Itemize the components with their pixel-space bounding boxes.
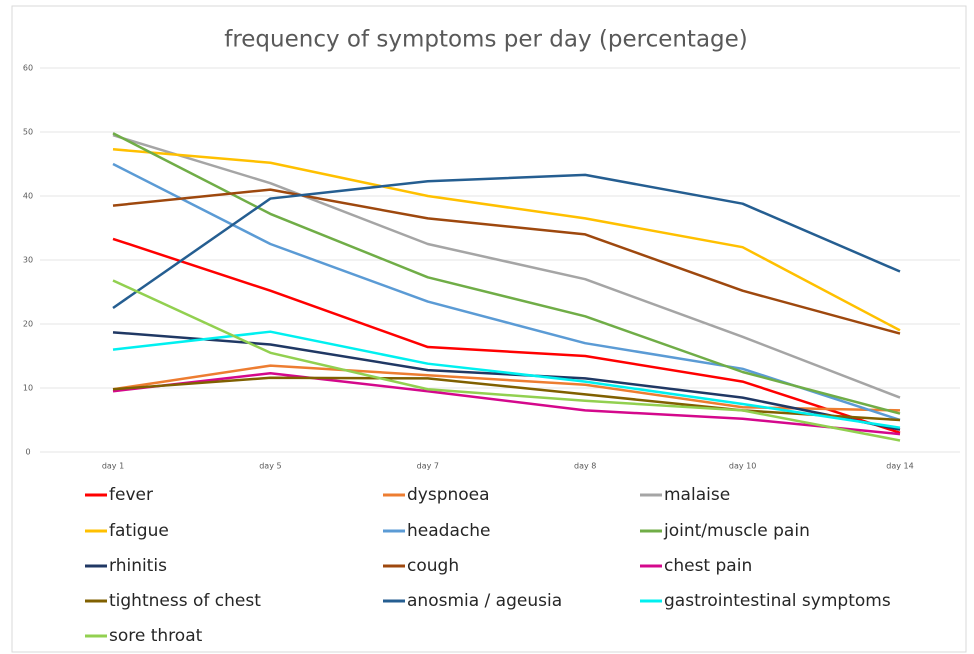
y-tick-label: 0: [25, 448, 30, 457]
x-tick-label: day 10: [729, 462, 756, 471]
x-tick-label: day 1: [102, 462, 124, 471]
chart-title: frequency of symptoms per day (percentag…: [224, 27, 748, 53]
legend-label: anosmia / ageusia: [407, 591, 562, 611]
series-line: [112, 173, 901, 310]
chart-border: [11, 5, 967, 653]
series-line: [112, 188, 901, 335]
series-line: [112, 162, 901, 422]
series-line: [112, 148, 901, 332]
series-line: [112, 237, 901, 434]
legend-label: malaise: [664, 485, 730, 505]
y-tick-label: 20: [23, 320, 33, 329]
y-tick-label: 40: [23, 192, 33, 201]
series-line: [112, 331, 901, 431]
legend-label: rhinitis: [109, 556, 167, 576]
x-tick-label: day 14: [886, 462, 913, 471]
legend-label: tightness of chest: [109, 591, 261, 611]
legend-label: gastrointestinal symptoms: [664, 591, 891, 611]
series-line: [112, 330, 901, 429]
legend-label: chest pain: [664, 556, 752, 576]
y-tick-label: 30: [23, 256, 33, 265]
x-tick-label: day 7: [417, 462, 439, 471]
y-tick-label: 50: [23, 128, 33, 137]
series-line: [112, 279, 901, 442]
legend-label: cough: [407, 556, 459, 576]
legend-label: dyspnoea: [407, 485, 490, 505]
y-tick-label: 10: [23, 384, 33, 393]
series-line: [112, 134, 901, 399]
x-tick-label: day 8: [574, 462, 596, 471]
legend-label: sore throat: [109, 626, 203, 646]
series-line: [112, 376, 901, 422]
legend-label: joint/muscle pain: [663, 521, 810, 541]
series-line: [112, 132, 901, 415]
x-tick-label: day 5: [259, 462, 281, 471]
series-line: [112, 372, 901, 436]
legend-label: fatigue: [109, 521, 169, 541]
y-tick-label: 60: [23, 64, 33, 73]
legend-label: fever: [109, 485, 153, 505]
legend-label: headache: [407, 521, 490, 541]
